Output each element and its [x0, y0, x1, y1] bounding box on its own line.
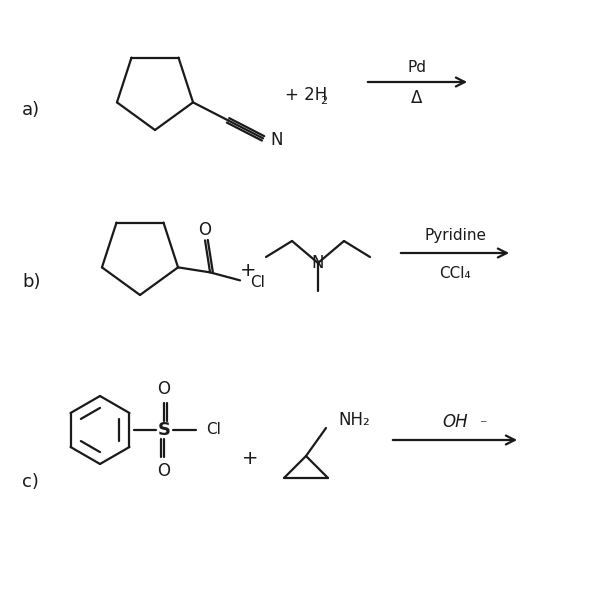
Text: +: + [242, 448, 258, 468]
Text: O: O [199, 221, 212, 240]
Text: a): a) [22, 101, 40, 119]
Text: N: N [312, 254, 324, 272]
Text: O: O [157, 462, 170, 480]
Text: Cl: Cl [206, 423, 221, 437]
Text: S: S [157, 421, 170, 439]
Text: NH₂: NH₂ [338, 411, 370, 429]
Text: Δ: Δ [411, 89, 423, 107]
Text: c): c) [22, 473, 39, 491]
Text: OH: OH [442, 413, 468, 431]
Text: O: O [157, 380, 170, 398]
Text: +: + [240, 261, 257, 280]
Text: + 2H: + 2H [285, 86, 327, 104]
Text: b): b) [22, 273, 41, 291]
Text: Pyridine: Pyridine [424, 227, 486, 243]
Text: Cl: Cl [250, 275, 265, 290]
Text: N: N [270, 131, 282, 149]
Text: 2: 2 [320, 96, 327, 106]
Text: CCl₄: CCl₄ [439, 265, 471, 280]
Text: ⁻: ⁻ [479, 418, 486, 432]
Text: Pd: Pd [407, 60, 426, 75]
